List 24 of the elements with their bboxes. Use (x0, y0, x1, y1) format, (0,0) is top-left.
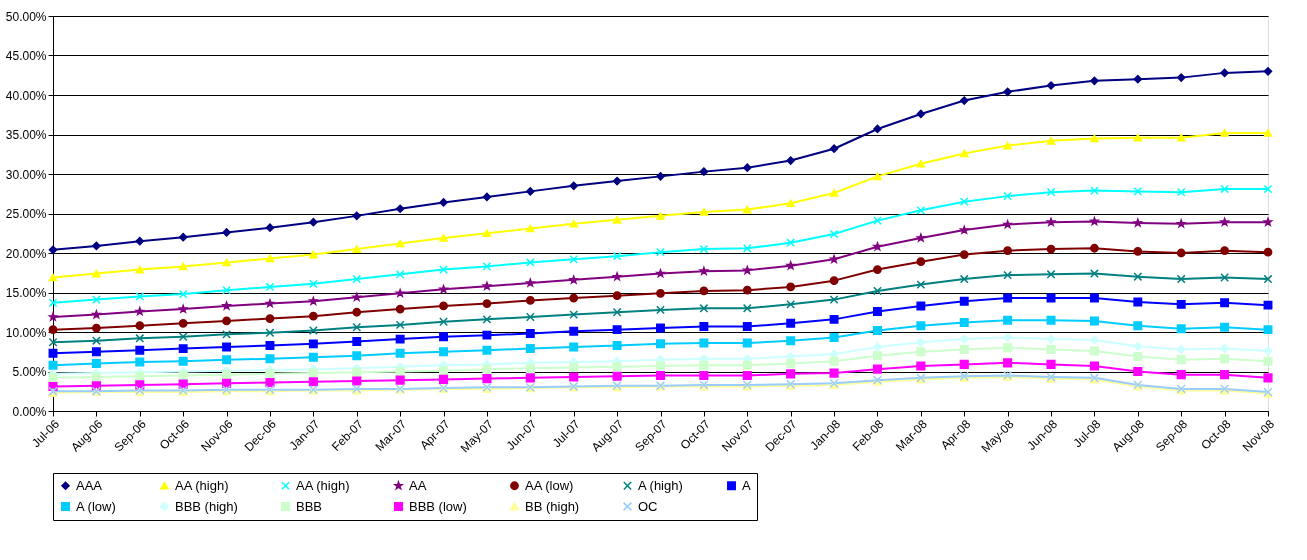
legend-label: BBB (low) (409, 498, 467, 514)
legend-label: AA (low) (525, 477, 574, 493)
legend-label: A (low) (76, 498, 116, 514)
y-tick-label: 0.00% (12, 404, 47, 419)
y-tick-label: 35.00% (5, 128, 47, 142)
legend-label: BBB (high) (175, 498, 238, 514)
legend-label: OC (638, 498, 658, 514)
legend-label: A (high) (638, 477, 683, 493)
legend-label: BB (high) (525, 498, 580, 514)
y-tick-label: 45.00% (5, 49, 47, 63)
legend-label: AA (high) (175, 477, 229, 493)
y-tick-label: 10.00% (5, 325, 47, 340)
legend-label: AA (409, 477, 427, 493)
legend-label: AA (high) (296, 477, 350, 493)
y-tick-label: 25.00% (5, 207, 47, 221)
legend-label: BBB (296, 498, 323, 514)
y-tick-label: 40.00% (5, 88, 47, 103)
y-tick-label: 50.00% (5, 9, 47, 24)
legend-label: AAA (76, 477, 103, 493)
y-tick-label: 15.00% (5, 286, 47, 300)
y-tick-label: 5.00% (12, 365, 47, 379)
y-tick-label: 20.00% (5, 246, 47, 261)
legend-label: A (742, 477, 751, 493)
y-tick-label: 30.00% (5, 167, 47, 182)
